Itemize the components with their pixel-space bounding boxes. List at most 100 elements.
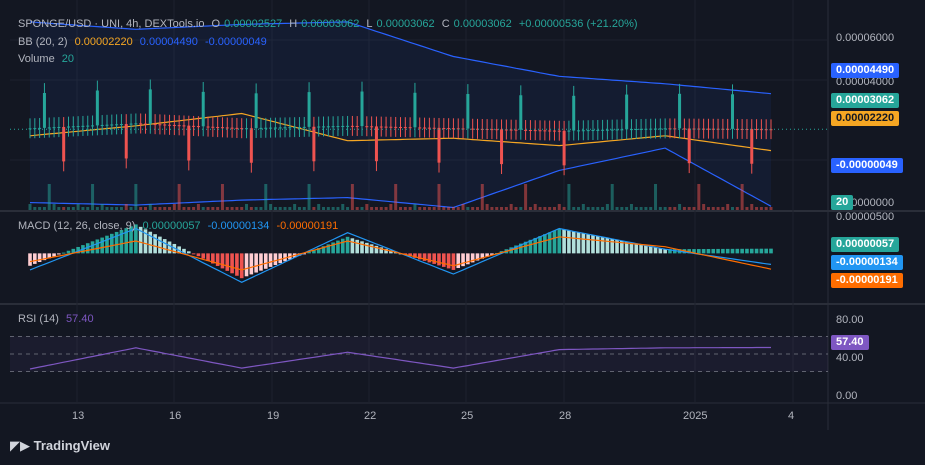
rsi-legend[interactable]: RSI (14) 57.40 xyxy=(18,313,98,325)
volume-bar xyxy=(273,207,277,210)
volume-bar xyxy=(379,207,383,210)
candle-body xyxy=(264,127,268,129)
volume-bar xyxy=(692,207,696,210)
macd-histogram-bar xyxy=(47,253,52,259)
macd-signal-value: -0.00000191 xyxy=(276,220,339,232)
macd-histogram-bar xyxy=(769,248,773,254)
macd-histogram-bar xyxy=(701,249,706,254)
candle-body xyxy=(71,126,75,128)
volume-bar xyxy=(163,207,167,210)
macd-histogram-bar xyxy=(105,235,109,254)
volume-bar xyxy=(350,184,354,210)
volume-bar xyxy=(432,207,436,210)
macd-histogram-bar xyxy=(167,241,172,254)
volume-legend[interactable]: Volume 20 xyxy=(18,53,78,65)
candle-body xyxy=(668,128,672,130)
candle-body xyxy=(504,129,508,131)
bb-legend[interactable]: BB (20, 2) 0.00002220 0.00004490 -0.0000… xyxy=(18,36,271,48)
change-value: +0.00000536 (+21.20%) xyxy=(518,18,638,30)
volume-bar xyxy=(100,204,104,210)
symbol-title: SPONGE/USD · UNI, 4h, DEXTools.io xyxy=(18,18,205,30)
candle-body xyxy=(33,128,37,130)
volume-bar xyxy=(490,207,494,210)
volume-bar xyxy=(649,207,653,210)
candle-body xyxy=(312,126,316,162)
volume-bar xyxy=(110,207,114,210)
rsi-label: RSI (14) xyxy=(18,313,59,325)
macd-histogram-bar xyxy=(340,238,345,254)
macd-histogram-bar xyxy=(413,253,417,258)
candle-body xyxy=(81,125,85,127)
volume-bar xyxy=(591,207,595,210)
volume-bar xyxy=(466,207,470,210)
volume-bar xyxy=(134,184,138,210)
candle-body xyxy=(538,130,542,132)
volume-bar xyxy=(216,207,220,210)
macd-histogram-bar xyxy=(624,241,629,254)
volume-bar xyxy=(403,207,407,210)
tradingview-logo[interactable]: ◤▶ TradingView xyxy=(10,438,110,454)
volume-bar xyxy=(182,207,186,210)
candle-body xyxy=(423,127,427,129)
macd-histogram-bar xyxy=(552,230,557,254)
volume-bar xyxy=(312,207,316,210)
macd-histogram-bar xyxy=(697,249,701,254)
macd-histogram-bar xyxy=(466,253,470,265)
macd-histogram-bar xyxy=(475,253,480,261)
volume-bar xyxy=(245,204,249,210)
volume-bar xyxy=(269,204,273,210)
macd-histogram-bar xyxy=(533,237,538,254)
volume-tag: 20 xyxy=(831,195,854,210)
macd-histogram-bar xyxy=(143,229,148,254)
macd-histogram-bar xyxy=(85,243,90,254)
macd-histogram-bar xyxy=(528,239,533,254)
macd-histogram-bar xyxy=(379,247,384,254)
candle-body xyxy=(442,127,446,129)
candle-body xyxy=(394,126,398,128)
volume-bar xyxy=(471,207,475,210)
candle-body xyxy=(341,125,345,127)
open-label: O xyxy=(211,18,221,30)
volume-bar xyxy=(230,207,234,210)
macd-histogram-bar xyxy=(321,246,326,254)
candle-body xyxy=(711,128,715,130)
tv-brand-text: TradingView xyxy=(33,438,110,453)
close-label: C xyxy=(441,18,450,30)
volume-bar xyxy=(384,207,388,210)
volume-bar xyxy=(731,207,735,210)
macd-label: MACD (12, 26, close, 9) xyxy=(18,220,136,232)
high-label: H xyxy=(289,18,298,30)
volume-bar xyxy=(278,207,282,210)
candle-body xyxy=(95,90,99,126)
macd-histogram-bar xyxy=(725,248,730,254)
bb-upper-value: 0.00004490 xyxy=(139,36,198,48)
macd-legend[interactable]: MACD (12, 26, close, 9) 0.00000057 -0.00… xyxy=(18,220,342,232)
bb-lower-price-tag: -0.00000049 xyxy=(831,158,903,173)
candle-body xyxy=(601,129,605,131)
volume-bar xyxy=(538,207,542,210)
candle-body xyxy=(644,128,648,130)
macd-histogram-bar xyxy=(90,241,95,254)
volume-bar xyxy=(581,204,585,210)
macd-histogram-bar xyxy=(307,251,311,254)
candle-body xyxy=(230,127,234,129)
candle-body xyxy=(451,128,455,130)
macd-histogram-bar xyxy=(644,245,648,254)
volume-bar xyxy=(168,207,172,210)
candle-body xyxy=(293,127,297,129)
candle-body xyxy=(326,126,330,128)
volume-bar xyxy=(326,207,330,210)
macd-tick-top: 0.00000500 xyxy=(836,211,895,223)
macd-histogram-bar xyxy=(557,228,562,254)
macd-histogram-bar xyxy=(456,253,461,269)
candle-body xyxy=(331,126,335,128)
macd-histogram-bar xyxy=(249,253,254,275)
macd-histogram-bar xyxy=(629,242,634,254)
time-label-16: 16 xyxy=(169,410,182,422)
candle-body xyxy=(447,128,451,130)
macd-histogram-bar xyxy=(196,253,201,257)
close-value: 0.00003062 xyxy=(453,18,512,30)
candle-body xyxy=(403,127,407,129)
macd-histogram-bar xyxy=(600,237,605,254)
